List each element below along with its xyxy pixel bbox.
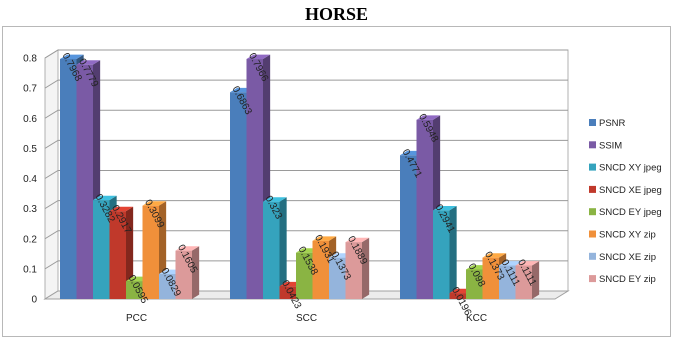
bar-top (312, 236, 337, 241)
bar-top (482, 253, 507, 258)
legend-label: SNCD EY zip (599, 274, 656, 285)
bar (400, 155, 417, 299)
chart-frame: 0 0.1 0.2 0.3 0.4 0.5 0.6 0.7 0.8 0.7968 0.7779 0.3… (2, 26, 671, 337)
y-tick-label: 0.7 (23, 84, 37, 95)
bar-side (126, 206, 134, 299)
bar (482, 257, 499, 299)
bar-top (345, 237, 370, 243)
bar-side (362, 237, 370, 299)
legend-label: SNCD XY jpeg (599, 163, 662, 174)
bar-chart: 00.10.20.30.40.50.60.70.8 0.79680.77790.3… (23, 49, 662, 324)
legend-swatch (589, 208, 596, 216)
x-tick-label: KCC (466, 313, 487, 324)
legend-label: SNCD XE jpeg (599, 185, 662, 196)
legend-label: PSNR (599, 118, 626, 129)
bar (329, 257, 346, 299)
legend-swatch (589, 185, 596, 193)
bar (246, 59, 263, 300)
bar-top (246, 54, 271, 60)
bar-side (279, 197, 287, 299)
chart-title: HORSE (304, 4, 369, 24)
bar (449, 293, 466, 299)
legend-swatch (589, 141, 596, 149)
bar-side (192, 246, 200, 299)
bar (126, 281, 143, 299)
legend-label: SNCD XY zip (599, 230, 656, 241)
bar (296, 252, 313, 299)
gridline (44, 200, 568, 210)
bar-top (76, 60, 101, 65)
y-tick-label: 0.1 (23, 264, 37, 275)
legend-label: SNCD EY jpeg (599, 207, 662, 218)
y-tick-label: 0.3 (23, 204, 37, 215)
legend-swatch (589, 230, 596, 238)
bar (109, 211, 126, 299)
bar-top (499, 261, 523, 266)
gridline (44, 260, 568, 270)
y-tick-label: 0.6 (23, 114, 37, 125)
bar-top (142, 201, 167, 206)
bar-top (515, 261, 540, 266)
legend-swatch (589, 119, 596, 126)
bar (466, 269, 483, 299)
bar (263, 201, 280, 299)
bar (142, 205, 159, 299)
gridline (44, 139, 568, 149)
gridline (44, 109, 568, 119)
legend-swatch (589, 163, 596, 171)
legend-swatch (589, 275, 596, 283)
bar (416, 119, 433, 299)
bar-top (93, 195, 117, 201)
legend-label: SSIM (599, 140, 622, 151)
legend-label: SNCD XE zip (599, 252, 656, 263)
bar-top (416, 115, 441, 120)
bar-side (449, 206, 457, 299)
bar (60, 58, 77, 299)
gridline (44, 170, 568, 179)
bar (159, 274, 176, 299)
bar (175, 250, 192, 299)
gridline (44, 79, 568, 89)
bar-top (433, 206, 457, 211)
legend-swatch (589, 252, 596, 260)
bar (345, 242, 362, 299)
x-tick-label: PCC (126, 313, 147, 324)
bar-top (175, 246, 200, 251)
bar-top (263, 197, 287, 202)
bar (433, 210, 450, 299)
bar (515, 265, 532, 299)
gridline (44, 230, 568, 240)
bar (312, 240, 329, 299)
y-tick-label: 0.2 (23, 234, 37, 245)
bar (76, 64, 93, 299)
bar (279, 286, 296, 299)
y-tick-label: 0.4 (23, 174, 37, 185)
bar-top (60, 54, 84, 59)
bar (230, 92, 247, 299)
bar (93, 200, 110, 299)
bar-top (109, 206, 134, 212)
bar-side (532, 261, 540, 299)
y-tick-label: 0.8 (23, 54, 37, 65)
x-tick-label: SCC (296, 313, 317, 324)
bar (499, 265, 516, 299)
gridline (44, 49, 568, 59)
y-tick-label: 0.5 (23, 144, 37, 155)
y-tick-label: 0 (31, 295, 37, 306)
